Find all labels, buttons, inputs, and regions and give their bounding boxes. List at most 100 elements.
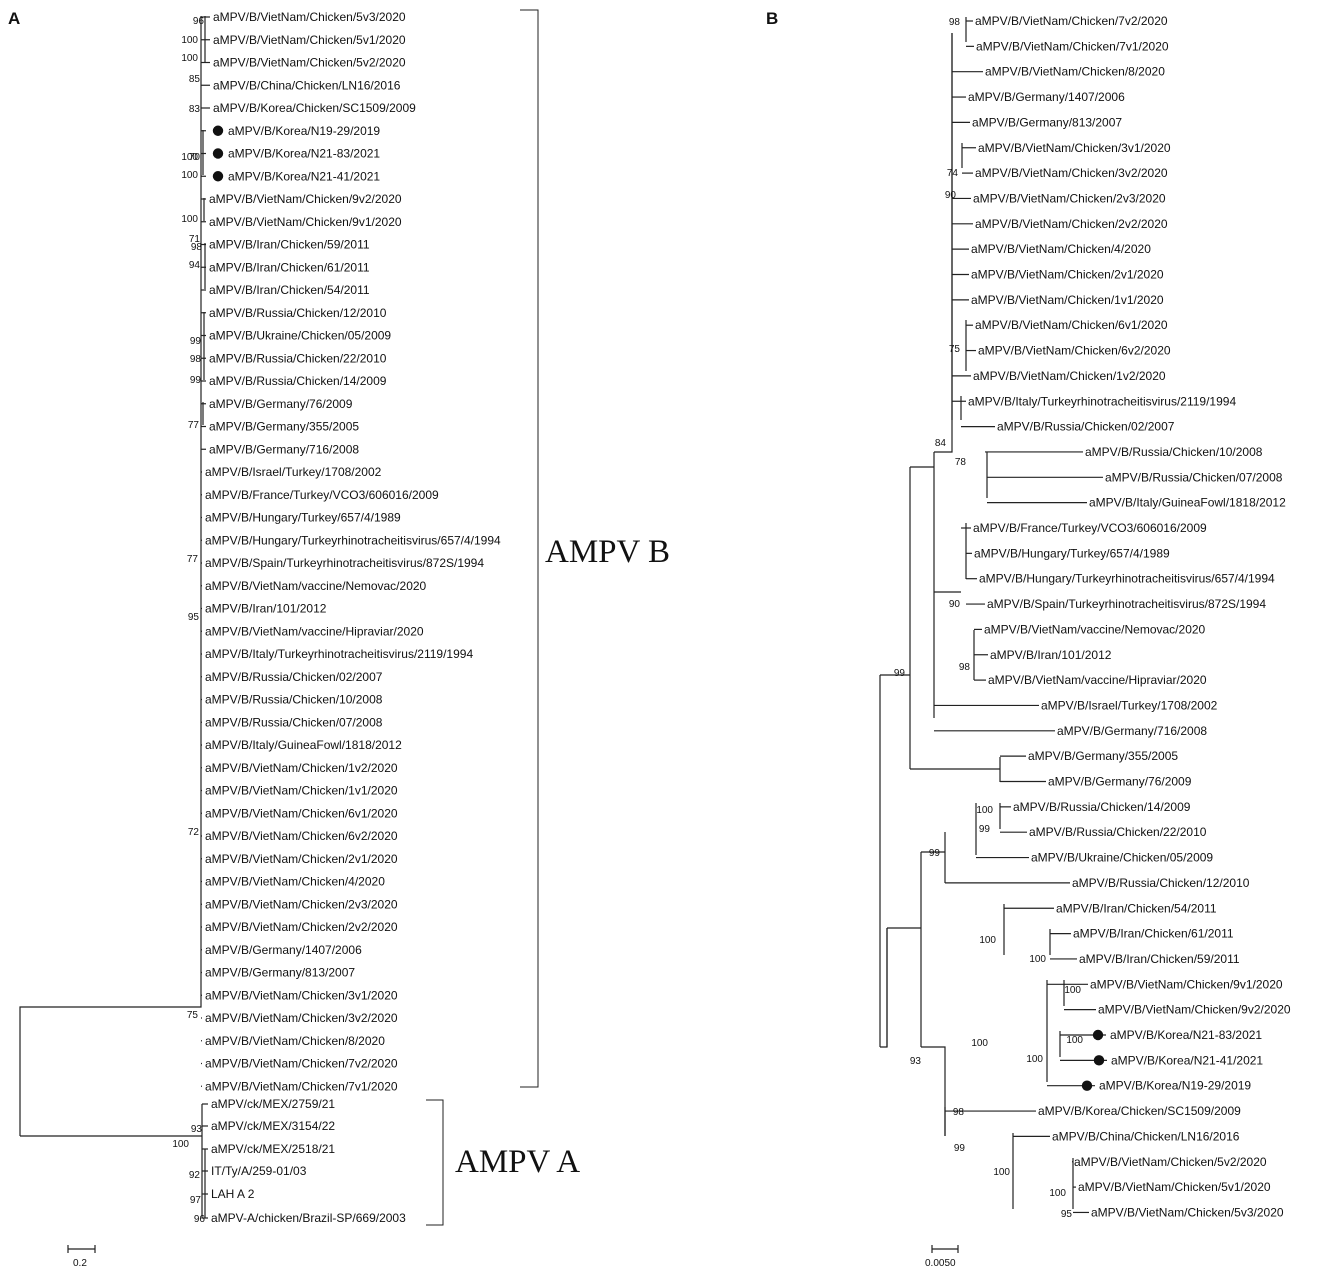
taxon-label: aMPV/ck/MEX/3154/22 <box>211 1119 335 1133</box>
taxon-label: aMPV/B/Russia/Chicken/12/2010 <box>1072 876 1250 890</box>
taxon-label: aMPV/B/VietNam/Chicken/7v2/2020 <box>975 14 1168 28</box>
taxon-label: aMPV/B/VietNam/Chicken/9v2/2020 <box>1098 1003 1291 1017</box>
panel-b-clade-99 <box>880 467 911 769</box>
bootstrap-value: 70 <box>189 152 201 163</box>
taxon-label: aMPV/B/China/Chicken/LN16/2016 <box>1052 1129 1240 1143</box>
taxon-label: aMPV/B/VietNam/Chicken/8/2020 <box>985 65 1165 79</box>
taxon-label: aMPV/B/Russia/Chicken/07/2008 <box>205 715 383 729</box>
bootstrap-value: 99 <box>894 668 906 679</box>
bootstrap-value: 100 <box>971 1038 988 1049</box>
taxon-label: aMPV/B/VietNam/Chicken/6v2/2020 <box>978 344 1171 358</box>
taxon-label: aMPV/B/Iran/Chicken/54/2011 <box>209 283 370 297</box>
bootstrap-value: 98 <box>949 17 961 28</box>
bootstrap-value: 99 <box>954 1143 966 1154</box>
bootstrap-value: 90 <box>945 190 957 201</box>
bootstrap-value: 100 <box>979 935 996 946</box>
taxon-label: aMPV/B/Russia/Chicken/12/2010 <box>209 306 387 320</box>
taxon-label: aMPV-A/chicken/Brazil-SP/669/2003 <box>211 1211 406 1225</box>
taxon-label: aMPV/B/VietNam/Chicken/9v2/2020 <box>209 192 402 206</box>
bootstrap-value: 98 <box>959 662 971 673</box>
taxon-label: aMPV/B/Korea/N21-83/2021 <box>1110 1028 1262 1042</box>
taxon-label: aMPV/B/VietNam/Chicken/5v2/2020 <box>1074 1155 1267 1169</box>
taxon-label: aMPV/B/VietNam/Chicken/2v2/2020 <box>205 920 398 934</box>
taxon-label: aMPV/B/VietNam/Chicken/5v1/2020 <box>1078 1180 1271 1194</box>
korea-marker-icon <box>1092 1029 1104 1041</box>
bootstrap-value: 90 <box>949 599 961 610</box>
taxon-label: aMPV/B/VietNam/Chicken/5v2/2020 <box>213 56 406 70</box>
taxon-label: aMPV/B/Italy/Turkeyrhinotracheitisvirus/… <box>205 647 473 661</box>
taxon-label: aMPV/B/VietNam/Chicken/1v1/2020 <box>205 784 398 798</box>
taxon-label: aMPV/B/VietNam/Chicken/8/2020 <box>205 1034 385 1048</box>
korea-marker-icon <box>1093 1055 1105 1066</box>
panel-b-node-98 <box>921 1046 946 1136</box>
taxon-label: LAH A 2 <box>211 1187 255 1201</box>
taxon-label: aMPV/B/France/Turkey/VCO3/606016/2009 <box>973 521 1207 535</box>
bootstrap-value: 99 <box>190 375 202 386</box>
ampv-b-clade-label: AMPV B <box>545 534 670 570</box>
panel-b-clade-93 <box>880 928 888 1048</box>
taxon-label: aMPV/B/Russia/Chicken/14/2009 <box>209 374 387 388</box>
taxon-label: aMPV/B/VietNam/Chicken/3v1/2020 <box>978 141 1171 155</box>
taxon-label: IT/Ty/A/259-01/03 <box>211 1164 307 1178</box>
taxon-label: aMPV/B/Korea/N21-41/2021 <box>228 169 380 183</box>
taxon-label: aMPV/B/Iran/Chicken/59/2011 <box>1079 952 1240 966</box>
bootstrap-value: 100 <box>181 170 198 181</box>
bootstrap-value: 98 <box>191 242 203 253</box>
taxon-label: aMPV/B/Germany/76/2009 <box>1048 775 1192 789</box>
panel-a-scale-label: 0.2 <box>73 1258 87 1269</box>
taxon-label: aMPV/B/Germany/355/2005 <box>209 420 359 434</box>
taxon-label: aMPV/B/Russia/Chicken/22/2010 <box>209 351 387 365</box>
taxon-label: aMPV/B/VietNam/vaccine/Nemovac/2020 <box>205 579 427 593</box>
taxon-label: aMPV/B/Korea/N19-29/2019 <box>1099 1079 1251 1093</box>
bootstrap-value: 96 <box>194 1214 206 1225</box>
taxon-label: aMPV/B/Russia/Chicken/10/2008 <box>1085 445 1263 459</box>
panel-b-lower-node <box>887 852 922 1047</box>
taxon-label: aMPV/B/VietNam/Chicken/6v1/2020 <box>205 806 398 820</box>
ampv-a-bracket <box>426 1099 444 1226</box>
bootstrap-value: 100 <box>976 805 993 816</box>
taxon-label: aMPV/B/VietNam/Chicken/6v1/2020 <box>975 318 1168 332</box>
bootstrap-value: 74 <box>947 168 959 179</box>
bootstrap-value: 83 <box>189 104 201 115</box>
panel-a-tree: aMPV/B/VietNam/Chicken/5v3/2020 aMPV/B/Vi… <box>19 10 501 1225</box>
taxon-label: aMPV/B/Korea/N21-83/2021 <box>228 147 380 161</box>
bootstrap-value: 75 <box>949 344 961 355</box>
taxon-label: aMPV/B/Iran/Chicken/54/2011 <box>1056 901 1217 915</box>
bootstrap-value: 95 <box>1061 1209 1073 1220</box>
taxon-label: aMPV/B/VietNam/Chicken/5v3/2020 <box>1091 1205 1284 1219</box>
bootstrap-value: 99 <box>190 336 202 347</box>
taxon-label: aMPV/B/Iran/Chicken/59/2011 <box>209 238 370 252</box>
taxon-label: aMPV/B/VietNam/Chicken/2v2/2020 <box>975 217 1168 231</box>
taxon-label: aMPV/B/Russia/Chicken/02/2007 <box>205 670 383 684</box>
bootstrap-value: 100 <box>1026 1054 1043 1065</box>
bootstrap-value: 100 <box>181 53 198 64</box>
taxon-label: aMPV/B/Italy/Turkeyrhinotracheitisvirus/… <box>968 394 1236 408</box>
taxon-label: aMPV/B/Korea/N19-29/2019 <box>228 124 380 138</box>
bootstrap-value: 72 <box>188 827 200 838</box>
taxon-label: aMPV/B/VietNam/Chicken/3v1/2020 <box>205 988 398 1002</box>
bootstrap-value: 100 <box>1066 1035 1083 1046</box>
bootstrap-value: 98 <box>953 1107 965 1118</box>
taxon-label: aMPV/B/VietNam/Chicken/2v1/2020 <box>205 852 398 866</box>
taxon-label: aMPV/B/VietNam/Chicken/3v2/2020 <box>975 166 1168 180</box>
taxon-label: aMPV/B/Ukraine/Chicken/05/2009 <box>1031 851 1213 865</box>
taxon-label: aMPV/B/Hungary/Turkey/657/4/1989 <box>205 511 401 525</box>
taxon-label: aMPV/B/Israel/Turkey/1708/2002 <box>205 465 382 479</box>
panel-a-backbone <box>19 16 202 1136</box>
taxon-label: aMPV/B/VietNam/Chicken/3v2/2020 <box>205 1011 398 1025</box>
korea-marker-icon <box>212 148 224 159</box>
korea-marker-icon <box>1081 1080 1093 1091</box>
taxon-label: aMPV/B/Spain/Turkeyrhinotracheitisvirus/… <box>987 597 1266 611</box>
taxon-label: aMPV/B/Ukraine/Chicken/05/2009 <box>209 329 391 343</box>
taxon-label: aMPV/B/Iran/Chicken/61/2011 <box>1073 927 1234 941</box>
taxon-label: aMPV/B/Italy/GuineaFowl/1818/2012 <box>1089 496 1286 510</box>
bootstrap-value: 100 <box>172 1139 189 1150</box>
bootstrap-value: 71 <box>189 234 201 245</box>
panel-b-vietnam-stem <box>934 33 953 453</box>
taxon-label: aMPV/B/Russia/Chicken/10/2008 <box>205 693 383 707</box>
taxon-label: aMPV/B/Hungary/Turkeyrhinotracheitisviru… <box>979 572 1275 586</box>
taxon-label: aMPV/B/VietNam/Chicken/7v2/2020 <box>205 1057 398 1071</box>
taxon-label: aMPV/B/Korea/N21-41/2021 <box>1111 1053 1263 1067</box>
bootstrap-value: 85 <box>189 74 201 85</box>
